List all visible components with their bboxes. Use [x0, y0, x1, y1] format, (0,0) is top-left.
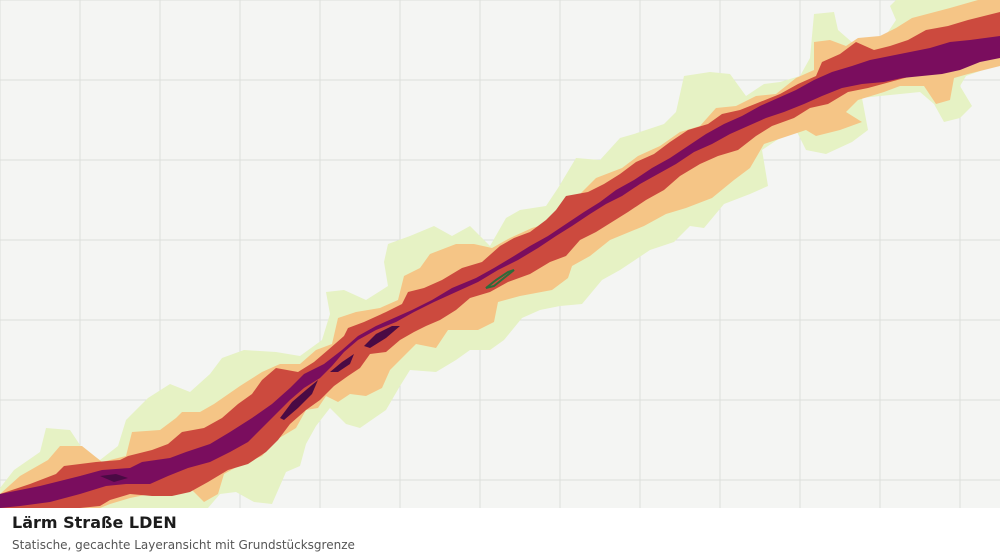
- layer-subtitle: Statische, gecachte Layeransicht mit Gru…: [12, 538, 355, 552]
- noise-band-5-patch-c: [330, 354, 354, 372]
- layer-footer: Lärm Straße LDEN Statische, gecachte Lay…: [0, 508, 1000, 560]
- layer-title: Lärm Straße LDEN: [12, 513, 177, 532]
- noise-map[interactable]: [0, 0, 1000, 508]
- noise-band-5-patch-a: [100, 474, 128, 482]
- noise-band-5-patch-d: [364, 326, 400, 348]
- noise-band-3: [0, 12, 1000, 508]
- noise-band-5-patch-b: [280, 380, 318, 420]
- parcel-boundary[interactable]: [485, 269, 515, 289]
- noise-map-canvas: [0, 0, 1000, 508]
